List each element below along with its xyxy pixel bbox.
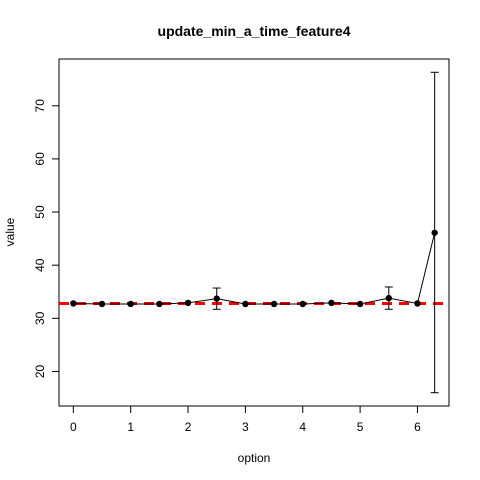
- data-point: [184, 299, 192, 307]
- x-tick-label: 5: [357, 420, 364, 434]
- x-tick-label: 3: [242, 420, 249, 434]
- data-point: [356, 300, 364, 308]
- points-layer: [70, 229, 438, 308]
- data-point: [270, 300, 278, 308]
- data-point: [213, 295, 220, 302]
- plot-frame: [58, 58, 450, 407]
- x-tick-label: 4: [299, 420, 306, 434]
- data-point: [385, 294, 392, 302]
- y-tick-label: 50: [33, 205, 47, 219]
- y-axis-label: value: [3, 217, 17, 246]
- x-axis-label: option: [238, 451, 271, 465]
- series-line: [73, 232, 436, 305]
- data-point: [98, 300, 106, 308]
- error-bars-layer: [212, 71, 439, 394]
- y-tick-label: 20: [33, 364, 47, 378]
- series-line-layer: [73, 232, 436, 305]
- x-tick-label: 1: [127, 420, 134, 434]
- y-tick-label: 40: [33, 258, 47, 272]
- x-tick-label: 2: [185, 420, 192, 434]
- chart-title: update_min_a_time_feature4: [158, 23, 351, 39]
- y-tick-label: 30: [33, 311, 47, 325]
- y-tick-label: 70: [33, 99, 47, 113]
- data-point: [414, 300, 421, 307]
- data-point: [328, 299, 335, 307]
- data-point: [242, 300, 249, 308]
- y-tick-label: 60: [33, 152, 47, 166]
- data-point: [299, 300, 306, 308]
- x-tick-label: 0: [70, 420, 77, 434]
- y-axis: 20 30 40 50 60 70: [33, 99, 60, 378]
- x-tick-label: 6: [414, 420, 421, 434]
- data-point: [156, 300, 163, 308]
- x-axis: 0 1 2 3 4 5 6: [70, 405, 421, 434]
- data-point: [127, 300, 134, 308]
- data-point: [431, 229, 438, 236]
- data-point: [70, 300, 77, 307]
